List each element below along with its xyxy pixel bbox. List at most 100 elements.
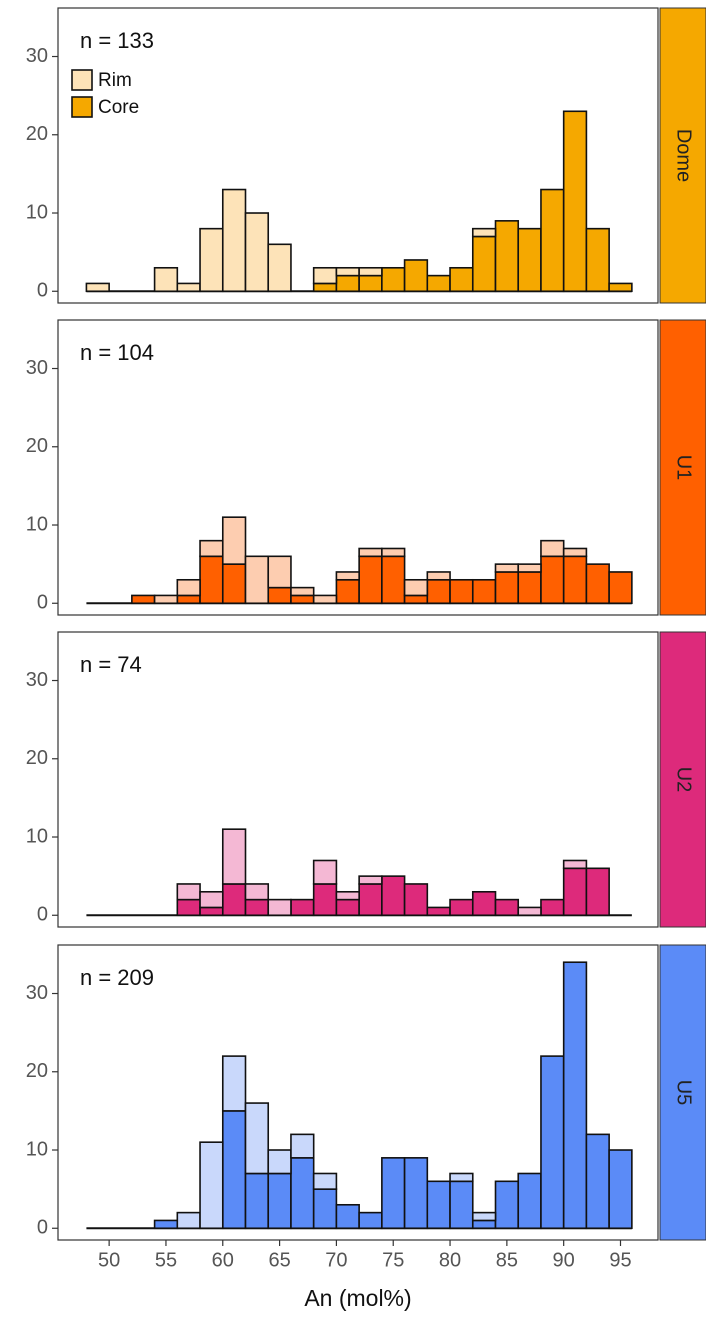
bar-segment (449, 898, 474, 917)
bar-segment (449, 1180, 474, 1230)
annotation: n = 209 (80, 965, 154, 990)
bar-segment (540, 188, 565, 293)
facet-strip (659, 631, 706, 928)
bar-segment (449, 578, 474, 605)
y-tick-label: 10 (26, 201, 48, 223)
bar-segment (312, 859, 338, 885)
annotation: n = 74 (80, 652, 142, 677)
bar-segment (290, 586, 315, 597)
y-tick-label: 20 (26, 1060, 48, 1082)
bar-segment (494, 898, 520, 917)
bar-segment (358, 266, 383, 277)
x-tick-label: 65 (268, 1249, 290, 1271)
facet-label: U1 (673, 455, 695, 481)
bar-segment (426, 1180, 451, 1230)
bar-segment (335, 578, 360, 605)
bar-segment (381, 875, 406, 917)
bar-segment (426, 578, 451, 605)
bar-segment (562, 859, 588, 870)
bar-segment (244, 1172, 270, 1230)
bar-segment (267, 898, 292, 917)
bar-segment (562, 547, 588, 558)
bar-segment (199, 906, 224, 917)
bar-segment (562, 555, 588, 605)
bar-segment (153, 266, 179, 293)
y-tick-label: 20 (26, 123, 48, 145)
bar-segment (267, 586, 292, 605)
y-tick-label: 10 (26, 1138, 48, 1160)
bar-segment (267, 1172, 292, 1230)
y-tick-label: 30 (26, 982, 48, 1004)
bar-segment (290, 1157, 315, 1230)
bar-segment (494, 571, 520, 605)
annotation: n = 133 (80, 28, 154, 53)
y-tick-label: 10 (26, 825, 48, 847)
x-tick-label: 70 (325, 1249, 347, 1271)
bar-segment (562, 867, 588, 917)
bar-segment (176, 898, 201, 917)
bar-segment (312, 1188, 338, 1230)
y-tick-label: 20 (26, 435, 48, 457)
panel (57, 631, 659, 928)
bar-segment (176, 282, 201, 293)
bar-segment (221, 563, 247, 605)
bar-segment (221, 1110, 247, 1230)
bar-segment (153, 594, 179, 605)
bar-segment (335, 274, 360, 293)
bar-segment (244, 1102, 270, 1175)
x-axis-label: An (mol%) (304, 1285, 411, 1311)
bar-segment (221, 1055, 247, 1112)
x-tick-label: 90 (553, 1249, 575, 1271)
bar-segment (312, 594, 338, 605)
bar-segment (471, 235, 497, 293)
bar-segment (471, 1211, 497, 1222)
bar-segment (199, 227, 224, 293)
bar-segment (153, 1219, 179, 1230)
x-tick-label: 60 (212, 1249, 234, 1271)
bar-segment (221, 188, 247, 293)
facet-strip (659, 319, 706, 616)
bar-segment (244, 212, 270, 293)
bar-segment (358, 1211, 383, 1230)
bar-segment (471, 578, 497, 605)
bar-segment (403, 578, 429, 597)
legend-swatch (71, 96, 93, 118)
bar-segment (449, 1172, 474, 1183)
y-tick-label: 30 (26, 45, 48, 67)
bar-segment (608, 571, 633, 605)
bar-segment (199, 1141, 224, 1230)
bar-segment (585, 227, 610, 293)
bar-segment (381, 266, 406, 293)
bar-segment (221, 828, 247, 885)
bar-segment (199, 890, 224, 909)
facet-strip (659, 7, 706, 304)
y-tick-label: 10 (26, 513, 48, 535)
bar-segment (517, 906, 542, 917)
bar-segment (426, 274, 451, 293)
bar-segment (540, 539, 565, 558)
bar-segment (176, 883, 201, 901)
x-tick-label: 95 (609, 1249, 631, 1271)
bar-segment (131, 594, 156, 605)
y-tick-label: 30 (26, 669, 48, 691)
x-tick-label: 50 (98, 1249, 120, 1271)
bar-segment (517, 1172, 542, 1230)
bar-segment (244, 898, 270, 917)
bar-segment (85, 282, 110, 293)
x-tick-label: 55 (155, 1249, 177, 1271)
y-tick-label: 30 (26, 357, 48, 379)
bar-segment (585, 867, 610, 917)
bar-segment (312, 883, 338, 917)
y-tick-label: 20 (26, 747, 48, 769)
bar-segment (358, 547, 383, 558)
bar-segment (221, 883, 247, 917)
bar-segment (358, 274, 383, 293)
facet-label: U2 (673, 767, 695, 793)
bar-segment (494, 1180, 520, 1230)
bar-segment (540, 555, 565, 605)
bar-segment (426, 906, 451, 917)
bar-segment (176, 594, 201, 605)
bar-segment (335, 1203, 360, 1230)
bar-segment (335, 898, 360, 917)
